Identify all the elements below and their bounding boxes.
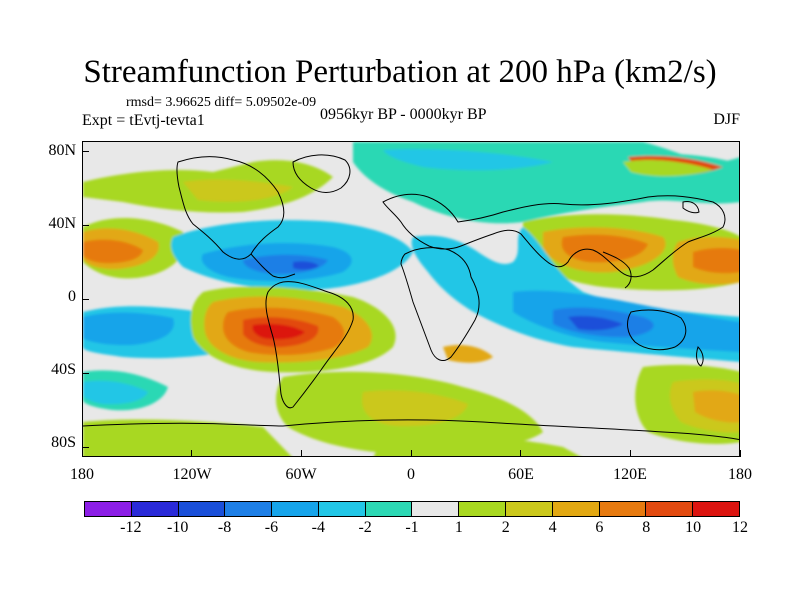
lat-label-40s: 40S	[51, 361, 76, 378]
lon-label-60e: 60E	[508, 466, 534, 483]
lon-tick	[81, 450, 83, 457]
colorbar-label: -1	[405, 519, 419, 536]
colorbar-box	[646, 502, 694, 516]
colorbar-label: 1	[454, 519, 463, 536]
lat-tick	[82, 446, 89, 448]
colorbar-box	[412, 502, 460, 516]
lon-label-180w: 180	[70, 466, 94, 483]
lat-label-80n: 80N	[48, 142, 76, 159]
colorbar-box	[85, 502, 132, 516]
colorbar-label: -4	[311, 519, 325, 536]
colorbar-label: 2	[501, 519, 510, 536]
lon-label-60w: 60W	[285, 466, 317, 483]
colorbar-label: 10	[685, 519, 702, 536]
season-label: DJF	[713, 111, 740, 128]
lat-tick	[82, 224, 89, 226]
colorbar-label: 4	[548, 519, 557, 536]
map-plot	[82, 141, 740, 457]
colorbar-label: -12	[120, 519, 142, 536]
colorbar-box	[506, 502, 553, 516]
lon-tick	[300, 450, 302, 457]
lon-tick	[410, 450, 412, 457]
colorbar	[84, 501, 740, 517]
colorbar-label: -8	[217, 519, 232, 536]
colorbar-box	[599, 502, 647, 516]
colorbar-box	[318, 502, 366, 516]
lat-tick	[82, 372, 89, 374]
lon-tick	[739, 450, 741, 457]
lon-label-120w: 120W	[172, 466, 212, 483]
lon-label-120e: 120E	[613, 466, 647, 483]
lon-tick	[629, 450, 631, 457]
lat-label-40n: 40N	[48, 215, 76, 232]
colorbar-label: 6	[595, 519, 604, 536]
lon-label-180e: 180	[728, 466, 752, 483]
lat-tick	[82, 298, 89, 300]
lat-label-eq: 0	[68, 288, 76, 305]
colorbar-label: -10	[167, 519, 189, 536]
colorbar-label: -6	[264, 519, 279, 536]
chart-title: Streamfunction Perturbation at 200 hPa (…	[83, 54, 717, 90]
colorbar-box	[131, 502, 179, 516]
colorbar-box	[272, 502, 319, 516]
colorbar-box	[365, 502, 413, 516]
colorbar-box	[459, 502, 507, 516]
contour-fills	[83, 142, 739, 456]
lat-label-80s: 80S	[51, 434, 76, 451]
stats-text: rmsd= 3.96625 diff= 5.09502e-09	[126, 95, 317, 110]
colorbar-box	[693, 502, 739, 516]
lon-tick	[520, 450, 522, 457]
lat-tick	[82, 150, 89, 152]
lon-tick	[191, 450, 193, 457]
period-label: 0956kyr BP - 0000kyr BP	[320, 106, 487, 123]
coastlines	[83, 154, 739, 441]
colorbar-label: -2	[358, 519, 372, 536]
lon-label-0: 0	[407, 466, 415, 483]
streamfunction-contour-map	[83, 142, 739, 456]
colorbar-box	[552, 502, 600, 516]
colorbar-label: 12	[732, 519, 748, 536]
experiment-label: Expt = tEvtj-tevta1	[82, 112, 205, 129]
colorbar-label: 8	[642, 519, 651, 536]
colorbar-box	[225, 502, 273, 516]
colorbar-box	[178, 502, 226, 516]
